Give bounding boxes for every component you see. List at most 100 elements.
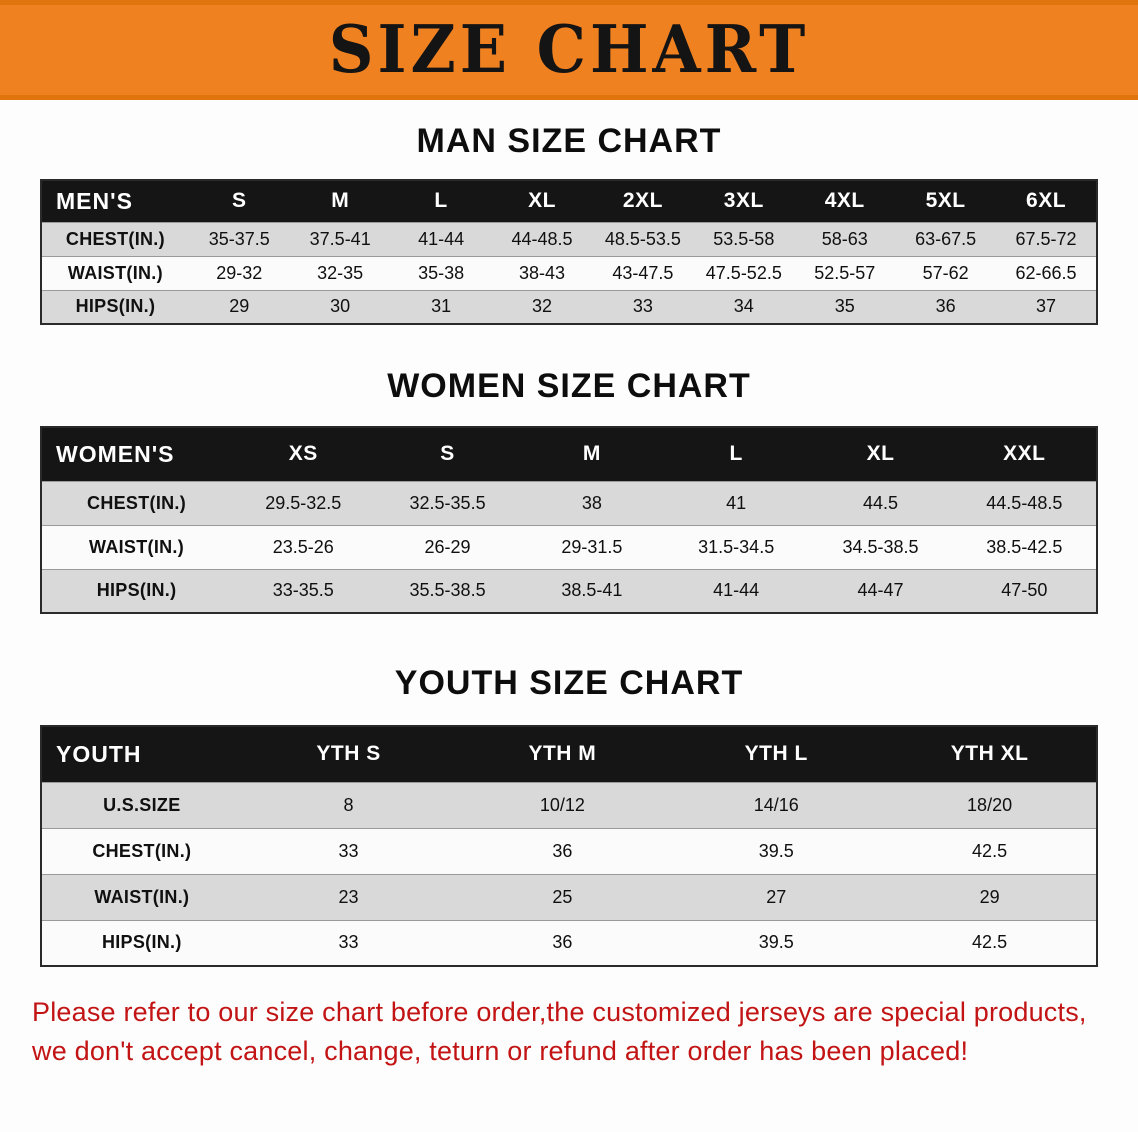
measurement-value-cell: 31 [390, 289, 492, 324]
measurement-value-cell: 8 [241, 781, 456, 828]
size-column-header: L [664, 427, 809, 481]
youth-size-section: YOUTH SIZE CHART YOUTH YTH S YTH M YTH L YTH … [40, 664, 1098, 967]
measurement-value-cell: 41 [664, 480, 809, 525]
measurement-value-cell: 35-37.5 [188, 221, 290, 256]
measurement-value-cell: 33 [241, 827, 456, 874]
women-size-table: WOMEN'S XS S M L XL XXL CHEST(IN.) 29.5-32.5 32.5… [40, 426, 1098, 614]
measurement-value-cell: 35 [794, 289, 896, 324]
measurement-value-cell: 44.5-48.5 [952, 480, 1097, 525]
table-row: HIPS(IN.) 33-35.5 35.5-38.5 38.5-41 41-44 44-… [41, 568, 1097, 613]
measurement-value-cell: 62-66.5 [996, 255, 1097, 290]
table-row: CHEST(IN.) 35-37.5 37.5-41 41-44 44-48.5 48.5… [41, 221, 1097, 256]
measurement-value-cell: 38-43 [491, 255, 593, 290]
measurement-value-cell: 38 [519, 480, 665, 525]
size-column-header: XS [231, 427, 376, 481]
size-column-header: XL [808, 427, 953, 481]
measurement-value-cell: 32-35 [289, 255, 391, 290]
women-table-corner-label: WOMEN'S [41, 427, 232, 481]
size-column-header: YTH S [241, 726, 456, 782]
measurement-value-cell: 37 [996, 289, 1097, 324]
measurement-row-label: WAIST(IN.) [41, 873, 242, 920]
measurement-value-cell: 35-38 [390, 255, 492, 290]
measurement-value-cell: 44-48.5 [491, 221, 593, 256]
table-header-row: MEN'S S M L XL 2XL 3XL 4XL 5XL 6XL [41, 180, 1097, 222]
table-row: WAIST(IN.) 23.5-26 26-29 29-31.5 31.5-34.5 34… [41, 524, 1097, 569]
measurement-value-cell: 26-29 [375, 524, 520, 569]
women-section-heading: WOMEN SIZE CHART [387, 367, 751, 405]
measurement-row-label: HIPS(IN.) [41, 919, 242, 966]
measurement-value-cell: 33 [592, 289, 694, 324]
table-header-row: YOUTH YTH S YTH M YTH L YTH XL [41, 726, 1097, 782]
size-column-header: 6XL [996, 180, 1097, 222]
measurement-row-label: CHEST(IN.) [41, 221, 189, 256]
measurement-value-cell: 44.5 [808, 480, 953, 525]
page-title: SIZE CHART [328, 11, 810, 88]
measurement-value-cell: 33-35.5 [231, 568, 376, 613]
size-column-header: M [289, 180, 391, 222]
measurement-value-cell: 32.5-35.5 [375, 480, 520, 525]
measurement-value-cell: 25 [455, 873, 670, 920]
table-row: WAIST(IN.) 29-32 32-35 35-38 38-43 43-47.5 47.… [41, 255, 1097, 290]
measurement-value-cell: 29 [188, 289, 290, 324]
measurement-value-cell: 57-62 [895, 255, 997, 290]
measurement-value-cell: 29 [883, 873, 1097, 920]
measurement-value-cell: 43-47.5 [592, 255, 694, 290]
size-column-header: 4XL [794, 180, 896, 222]
youth-table-corner-label: YOUTH [41, 726, 242, 782]
measurement-value-cell: 36 [455, 827, 670, 874]
table-row: HIPS(IN.) 29 30 31 32 33 34 35 36 37 [41, 289, 1097, 324]
table-row: CHEST(IN.) 29.5-32.5 32.5-35.5 38 41 44.5 44.5… [41, 480, 1097, 525]
measurement-value-cell: 41-44 [664, 568, 809, 613]
size-column-header: 3XL [693, 180, 795, 222]
table-row: U.S.SIZE 8 10/12 14/16 18/20 [41, 781, 1097, 828]
measurement-row-label: CHEST(IN.) [41, 827, 242, 874]
measurement-value-cell: 35.5-38.5 [375, 568, 520, 613]
measurement-value-cell: 23.5-26 [231, 524, 376, 569]
measurement-value-cell: 38.5-42.5 [952, 524, 1097, 569]
measurement-value-cell: 14/16 [669, 781, 884, 828]
size-chart-sections: MAN SIZE CHART MEN'S S M L XL 2XL 3XL 4XL 5XL 6XL C… [0, 122, 1138, 967]
size-column-header: XL [491, 180, 593, 222]
disclaimer: Please refer to our size chart before or… [0, 993, 1138, 1071]
disclaimer-line-2: we don't accept cancel, change, teturn o… [32, 1036, 969, 1067]
measurement-value-cell: 39.5 [669, 827, 884, 874]
measurement-value-cell: 29-32 [188, 255, 290, 290]
measurement-value-cell: 29-31.5 [519, 524, 665, 569]
size-column-header: L [390, 180, 492, 222]
size-column-header: YTH XL [883, 726, 1097, 782]
size-chart-page: SIZE CHART MAN SIZE CHART MEN'S S M L XL 2XL 3X… [0, 0, 1138, 1071]
measurement-value-cell: 34.5-38.5 [808, 524, 953, 569]
size-chart-banner: SIZE CHART [0, 0, 1138, 100]
measurement-value-cell: 33 [241, 919, 456, 966]
disclaimer-line-1: Please refer to our size chart before or… [32, 997, 1087, 1027]
youth-size-table: YOUTH YTH S YTH M YTH L YTH XL U.S.SIZE 8 10/12… [40, 725, 1098, 967]
measurement-value-cell: 34 [693, 289, 795, 324]
measurement-value-cell: 41-44 [390, 221, 492, 256]
measurement-value-cell: 32 [491, 289, 593, 324]
size-column-header: XXL [952, 427, 1097, 481]
men-size-table: MEN'S S M L XL 2XL 3XL 4XL 5XL 6XL CHEST(IN.) 35-37… [40, 179, 1098, 325]
measurement-value-cell: 58-63 [794, 221, 896, 256]
table-row: WAIST(IN.) 23 25 27 29 [41, 873, 1097, 920]
table-header-row: WOMEN'S XS S M L XL XXL [41, 427, 1097, 481]
measurement-value-cell: 42.5 [883, 827, 1097, 874]
measurement-value-cell: 36 [895, 289, 997, 324]
measurement-value-cell: 31.5-34.5 [664, 524, 809, 569]
table-row: HIPS(IN.) 33 36 39.5 42.5 [41, 919, 1097, 966]
measurement-value-cell: 48.5-53.5 [592, 221, 694, 256]
table-row: CHEST(IN.) 33 36 39.5 42.5 [41, 827, 1097, 874]
men-size-section: MAN SIZE CHART MEN'S S M L XL 2XL 3XL 4XL 5XL 6XL C… [40, 122, 1098, 325]
measurement-value-cell: 30 [289, 289, 391, 324]
men-table-corner-label: MEN'S [41, 180, 189, 222]
measurement-value-cell: 38.5-41 [519, 568, 665, 613]
size-column-header: YTH L [669, 726, 884, 782]
measurement-value-cell: 52.5-57 [794, 255, 896, 290]
measurement-value-cell: 39.5 [669, 919, 884, 966]
measurement-value-cell: 18/20 [883, 781, 1097, 828]
measurement-row-label: CHEST(IN.) [41, 480, 232, 525]
measurement-value-cell: 23 [241, 873, 456, 920]
measurement-value-cell: 10/12 [455, 781, 670, 828]
size-column-header: 5XL [895, 180, 997, 222]
measurement-value-cell: 44-47 [808, 568, 953, 613]
measurement-value-cell: 53.5-58 [693, 221, 795, 256]
